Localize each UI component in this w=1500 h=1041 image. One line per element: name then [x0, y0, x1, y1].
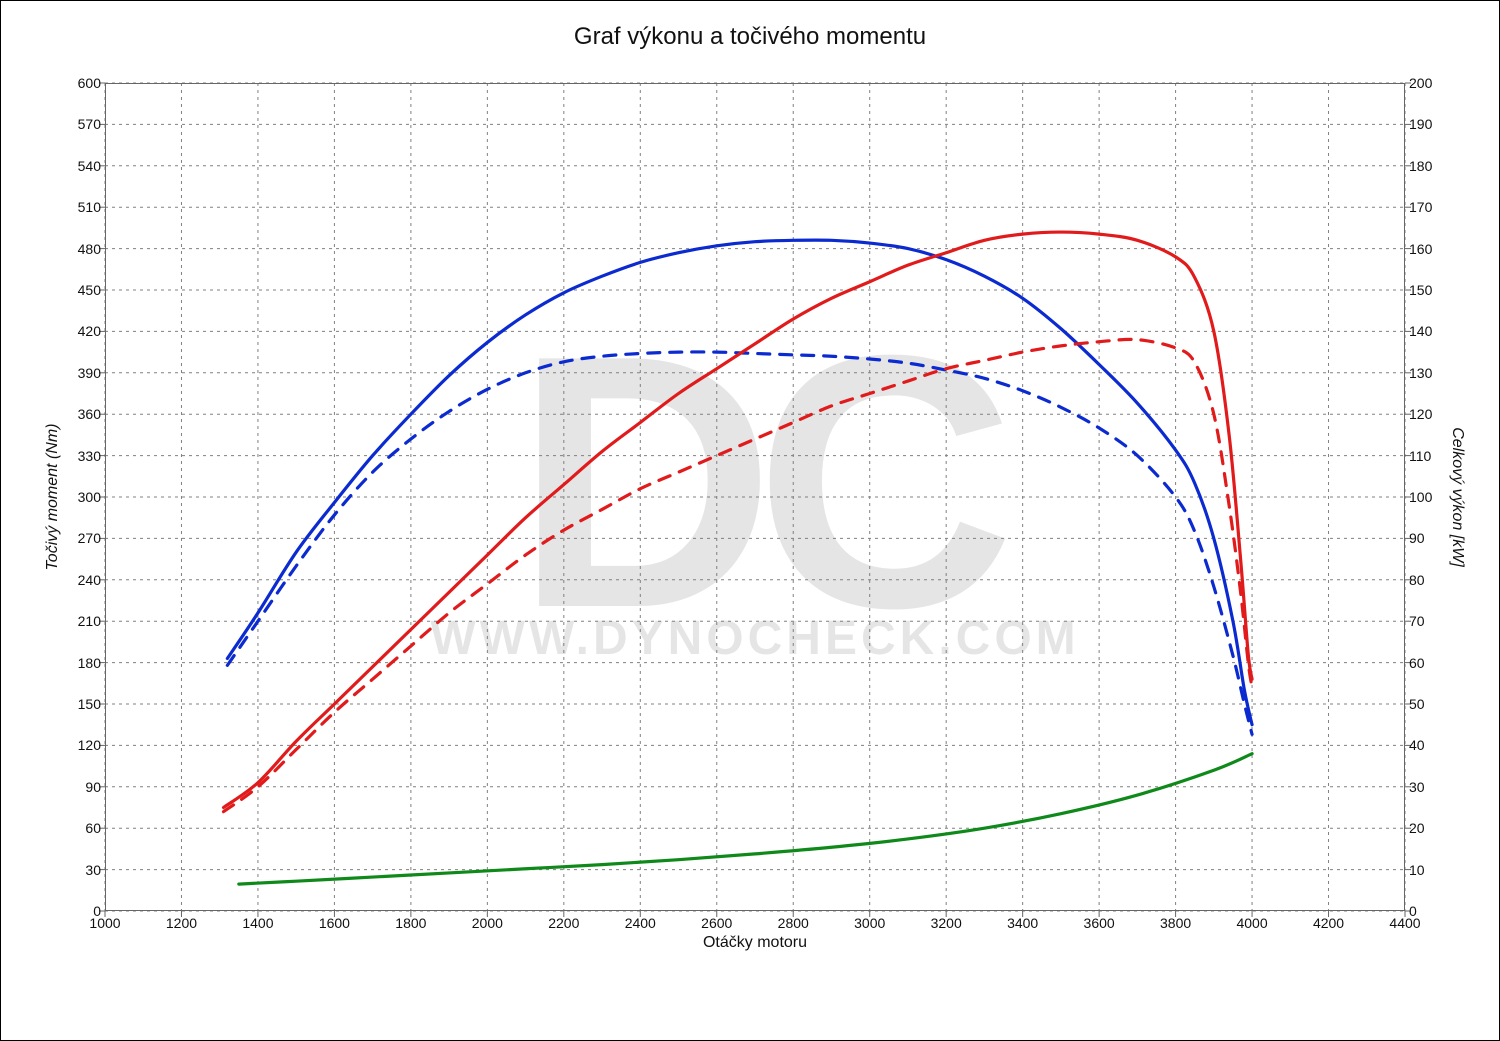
plot-outer: DC WWW.DYNOCHECK.COM Točivý moment (Nm) …	[63, 73, 1447, 952]
y-right-tick-label: 170	[1409, 199, 1432, 215]
series-torque-tuned	[227, 240, 1252, 725]
x-tick-label: 1800	[395, 915, 426, 931]
y-right-tick-label: 20	[1409, 820, 1425, 836]
y-right-tick-label: 150	[1409, 282, 1432, 298]
y-right-tick-label: 140	[1409, 323, 1432, 339]
y-left-tick-label: 180	[78, 655, 101, 671]
chart-container: Graf výkonu a točivého momentu DC WWW.DY…	[0, 0, 1500, 1041]
plot-border	[106, 84, 1405, 911]
y-left-tick-label: 150	[78, 696, 101, 712]
chart-svg	[105, 83, 1405, 911]
axis-label-left: Točivý moment (Nm)	[44, 377, 62, 617]
y-left-tick-label: 420	[78, 323, 101, 339]
y-left-tick-label: 450	[78, 282, 101, 298]
y-left-tick-label: 210	[78, 613, 101, 629]
y-right-tick-label: 60	[1409, 655, 1425, 671]
y-left-tick-label: 330	[78, 448, 101, 464]
series-loss-power	[239, 754, 1252, 884]
x-tick-label: 2400	[625, 915, 656, 931]
x-tick-label: 2600	[701, 915, 732, 931]
y-left-tick-label: 360	[78, 406, 101, 422]
y-right-tick-label: 180	[1409, 158, 1432, 174]
grid	[105, 83, 1405, 911]
y-right-tick-label: 80	[1409, 572, 1425, 588]
chart-title: Graf výkonu a točivého momentu	[1, 23, 1499, 51]
y-right-tick-label: 50	[1409, 696, 1425, 712]
axis-label-x: Otáčky motoru	[63, 934, 1447, 952]
y-left-tick-label: 30	[85, 862, 101, 878]
y-left-tick-label: 270	[78, 530, 101, 546]
series-torque-stock	[227, 352, 1252, 734]
y-right-tick-label: 190	[1409, 116, 1432, 132]
x-tick-label: 3000	[854, 915, 885, 931]
y-left-tick-label: 0	[93, 903, 101, 919]
y-right-tick-label: 90	[1409, 530, 1425, 546]
y-right-tick-label: 10	[1409, 862, 1425, 878]
x-tick-label: 3800	[1160, 915, 1191, 931]
series-power-stock	[224, 339, 1253, 811]
y-left-tick-label: 120	[78, 737, 101, 753]
y-right-tick-label: 120	[1409, 406, 1432, 422]
y-right-tick-label: 0	[1409, 903, 1417, 919]
x-tick-label: 2200	[548, 915, 579, 931]
x-tick-label: 3600	[1084, 915, 1115, 931]
y-right-tick-label: 40	[1409, 737, 1425, 753]
axis-label-right: Celkový výkon [kW]	[1448, 377, 1466, 617]
x-tick-label: 3200	[931, 915, 962, 931]
y-left-tick-label: 300	[78, 489, 101, 505]
x-tick-label: 1200	[166, 915, 197, 931]
y-left-tick-label: 570	[78, 116, 101, 132]
y-right-tick-label: 70	[1409, 613, 1425, 629]
y-left-tick-label: 390	[78, 365, 101, 381]
x-tick-label: 4200	[1313, 915, 1344, 931]
x-tick-label: 3400	[1007, 915, 1038, 931]
y-left-tick-label: 90	[85, 779, 101, 795]
x-tick-label: 2800	[778, 915, 809, 931]
y-right-tick-label: 100	[1409, 489, 1432, 505]
y-left-tick-label: 540	[78, 158, 101, 174]
y-left-tick-label: 60	[85, 820, 101, 836]
y-right-tick-label: 160	[1409, 241, 1432, 257]
plot-area: DC WWW.DYNOCHECK.COM Točivý moment (Nm) …	[105, 83, 1405, 911]
y-right-tick-label: 110	[1409, 448, 1431, 464]
y-left-tick-label: 480	[78, 241, 101, 257]
y-left-tick-label: 510	[78, 199, 101, 215]
x-tick-label: 1600	[319, 915, 350, 931]
x-tick-label: 4000	[1236, 915, 1267, 931]
y-right-tick-label: 130	[1409, 365, 1432, 381]
x-tick-label: 1400	[242, 915, 273, 931]
y-right-tick-label: 30	[1409, 779, 1425, 795]
series-power-tuned	[224, 232, 1253, 807]
y-left-tick-label: 240	[78, 572, 101, 588]
x-tick-label: 2000	[472, 915, 503, 931]
y-right-tick-label: 200	[1409, 75, 1432, 91]
y-left-tick-label: 600	[78, 75, 101, 91]
